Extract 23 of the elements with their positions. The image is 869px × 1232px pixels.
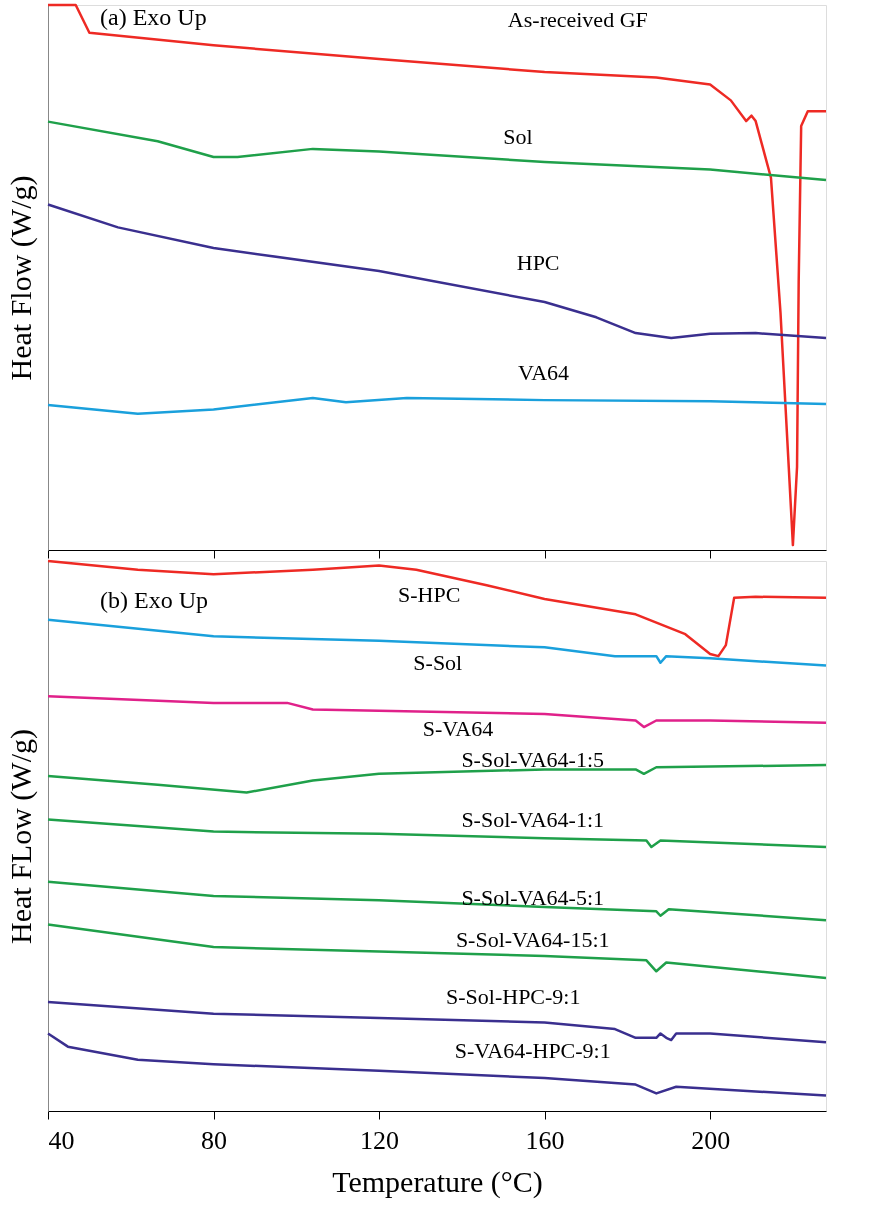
x-tick-label: 80 (201, 1125, 228, 1155)
series-label: HPC (516, 250, 560, 276)
annotation: (a) Exo Up (100, 4, 207, 30)
series-label: S-Sol-VA64-5:1 (461, 885, 605, 911)
x-tick-label: 40 (48, 1125, 75, 1155)
series-label: S-Sol-VA64-1:1 (461, 806, 605, 832)
y-axis-title: Heat FLow (W/g) (3, 729, 38, 944)
series-label: S-VA64-HPC-9:1 (454, 1038, 611, 1064)
series-label: VA64 (518, 360, 570, 386)
series-label: S-VA64 (422, 715, 494, 741)
series-label: S-Sol-HPC-9:1 (446, 984, 581, 1010)
series-label: S-Sol-VA64-15:1 (455, 926, 610, 952)
x-tick-label: 200 (691, 1125, 731, 1155)
x-tick-label: 160 (525, 1125, 565, 1155)
series-label: S-HPC (398, 582, 461, 608)
series-label: Sol (503, 124, 533, 150)
series-label: S-Sol-VA64-1:5 (461, 747, 605, 773)
series-label: S-Sol (413, 649, 463, 675)
y-axis-title: Heat Flow (W/g) (3, 175, 38, 381)
x-axis-title: Temperature (°C) (332, 1164, 543, 1199)
annotation: (b) Exo Up (100, 587, 208, 613)
x-tick-label: 120 (360, 1125, 400, 1155)
series-label: As-received GF (507, 6, 648, 32)
